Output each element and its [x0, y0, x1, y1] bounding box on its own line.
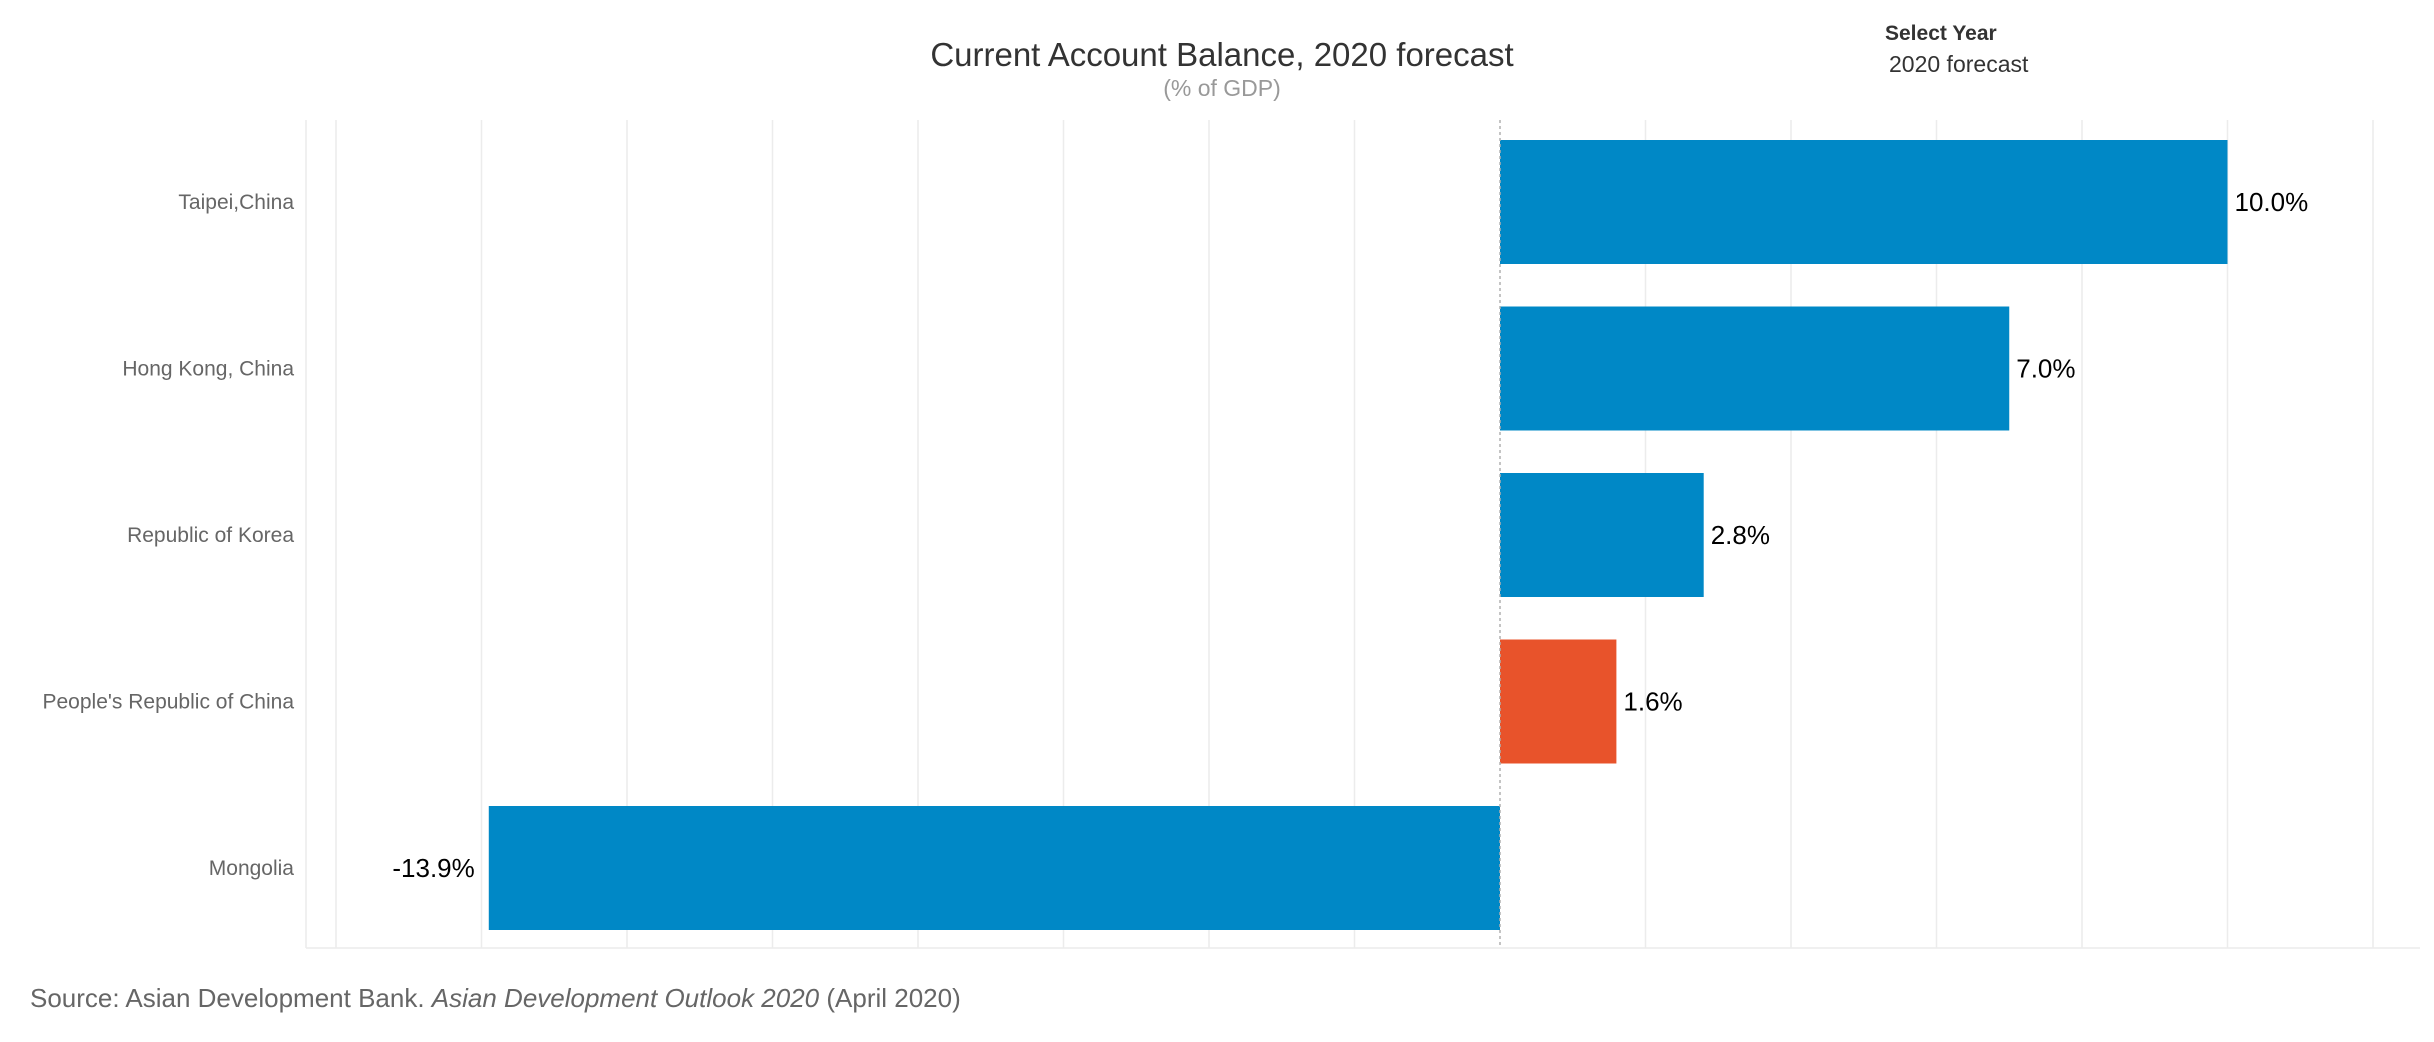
source-suffix: (April 2020) — [819, 983, 961, 1013]
chart-title: Current Account Balance, 2020 forecast — [930, 36, 1513, 73]
data-labels: 10.0% 7.0% 2.8% 1.6% -13.9% — [392, 187, 2308, 883]
category-label: Hong Kong, China — [122, 358, 294, 381]
source-note: Source: Asian Development Bank. Asian De… — [30, 983, 961, 1014]
category-label: Republic of Korea — [127, 524, 294, 547]
source-prefix: Source: Asian Development Bank. — [30, 983, 432, 1013]
year-selector-title: Select Year — [1885, 22, 1997, 45]
data-label: 2.8% — [1711, 520, 1770, 550]
bar-people-s-republic-of-china[interactable] — [1500, 639, 1617, 764]
data-label: -13.9% — [392, 853, 474, 883]
data-label: 7.0% — [2016, 354, 2075, 384]
source-publication: Asian Development Outlook 2020 — [431, 983, 820, 1013]
data-label: 10.0% — [2235, 187, 2309, 217]
category-label: Taipei,China — [178, 191, 294, 214]
chart-subtitle: (% of GDP) — [1163, 75, 1281, 101]
year-selector-value[interactable]: 2020 forecast — [1889, 51, 2029, 77]
bars — [488, 120, 2228, 948]
category-labels: Taipei,China Hong Kong, China Republic of … — [43, 191, 295, 880]
category-label: People's Republic of China — [43, 691, 295, 714]
bar-taipei-china[interactable] — [1500, 140, 2228, 264]
bar-republic-of-korea[interactable] — [1500, 473, 1704, 597]
bar-hong-kong-china[interactable] — [1500, 306, 2010, 431]
data-label: 1.6% — [1623, 687, 1682, 717]
category-label: Mongolia — [209, 857, 295, 880]
bar-mongolia[interactable] — [488, 806, 1500, 930]
